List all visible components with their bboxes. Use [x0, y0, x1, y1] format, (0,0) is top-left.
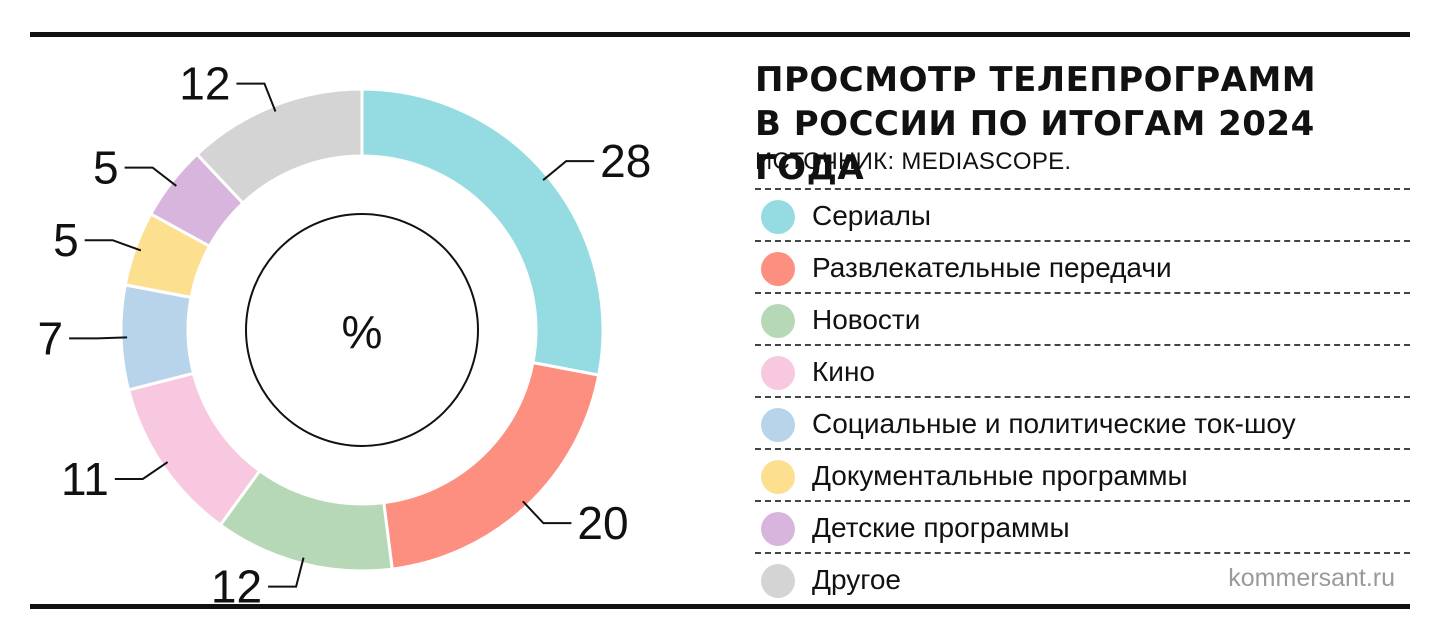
legend-item: Сериалы [755, 188, 1410, 240]
legend-label: Кино [812, 356, 875, 387]
legend-swatch [761, 460, 795, 494]
slice-2 [382, 360, 601, 571]
leader-lines-group [69, 82, 595, 588]
legend-item: Новости [755, 292, 1410, 344]
title-line-1: ПРОСМОТР ТЕЛЕПРОГРАММ [755, 60, 1317, 100]
value-label-5: 7 [38, 312, 64, 364]
legend-swatch [761, 512, 795, 546]
legend-label: Социальные и политические ток-шоу [812, 408, 1296, 439]
legend-swatch [761, 356, 795, 390]
legend-label: Новости [812, 304, 921, 335]
legend-item: Социальные и политические ток-шоу [755, 396, 1410, 448]
value-label-8: 12 [179, 58, 230, 110]
legend-label: Другое [812, 564, 901, 595]
value-labels-group: 28 20 12 11 7 55 12 [38, 58, 652, 613]
center-percent-label: % [342, 306, 383, 358]
legend-swatch [761, 304, 795, 338]
value-label-7: 5 [93, 142, 119, 194]
legend-swatch [761, 564, 795, 598]
legend-item: Другое [755, 552, 1410, 604]
leader-line-4 [114, 461, 169, 480]
value-label-2: 20 [577, 497, 628, 549]
legend-label: Детские программы [812, 512, 1070, 543]
legend-label: Развлекательные передачи [812, 252, 1172, 283]
slice-1 [360, 87, 605, 377]
leader-line-1 [542, 160, 595, 181]
legend-label: Сериалы [812, 200, 932, 231]
leader-line-5 [69, 336, 128, 340]
legend-swatch [761, 252, 795, 286]
leader-line-3 [268, 557, 305, 588]
leader-line-6 [84, 239, 142, 252]
legend: Сериалы Развлекательные передачи Новости Ки… [755, 188, 1410, 604]
top-rule [30, 32, 1410, 37]
value-label-6: 5 [53, 214, 79, 266]
legend-item: Развлекательные передачи [755, 240, 1410, 292]
donut-chart: 28 20 12 11 7 55 12 % [38, 58, 652, 613]
slice-5 [119, 283, 196, 392]
legend-item: Документальные программы [755, 448, 1410, 500]
value-label-3: 12 [211, 561, 262, 613]
legend-swatch [761, 200, 795, 234]
leader-line-7 [124, 166, 177, 187]
legend-item: Детские программы [755, 500, 1410, 552]
slices-group [119, 87, 605, 573]
leader-line-8 [236, 82, 277, 112]
bottom-rule [30, 604, 1410, 609]
inner-ring [245, 213, 479, 447]
title-line-2: В РОССИИ ПО ИТОГАМ 2024 ГОДА [755, 104, 1315, 188]
chart-title: ПРОСМОТР ТЕЛЕПРОГРАММ В РОССИИ ПО ИТОГАМ… [755, 58, 1415, 190]
slice-8 [194, 87, 364, 206]
legend-item: Кино [755, 344, 1410, 396]
value-label-4: 11 [61, 453, 109, 505]
legend-label: Документальные программы [812, 460, 1188, 491]
leader-line-2 [522, 500, 572, 525]
legend-swatch [761, 408, 795, 442]
value-label-1: 28 [600, 135, 651, 187]
brand-watermark: kommersant.ru [1228, 564, 1395, 592]
source-note: ИСТОЧНИК: MEDIASCOPE. [755, 148, 1072, 175]
